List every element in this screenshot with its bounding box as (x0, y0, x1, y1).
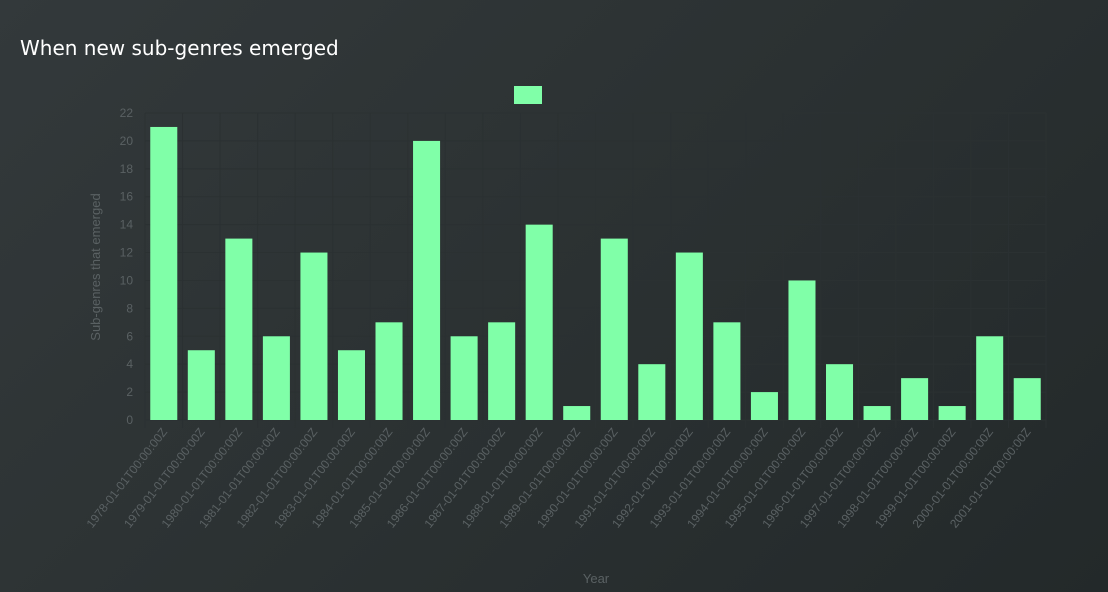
bar-1997[interactable] (863, 406, 891, 420)
bar-1990[interactable] (600, 238, 628, 420)
y-tick-label: 8 (126, 301, 133, 315)
y-tick-labels: 0 2 4 6 8 10 12 14 16 18 20 22 (120, 106, 134, 427)
bar-1983[interactable] (337, 350, 365, 420)
bar-1992[interactable] (675, 252, 703, 420)
bar-1979[interactable] (187, 350, 215, 420)
y-tick-label: 12 (120, 246, 134, 260)
grid-lines (144, 112, 1047, 428)
y-tick-label: 14 (120, 218, 134, 232)
bar-1995[interactable] (788, 280, 816, 420)
bar-1987[interactable] (488, 322, 516, 420)
y-tick-label: 4 (126, 357, 133, 371)
bars (150, 126, 1041, 421)
y-tick-label: 20 (120, 134, 134, 148)
bar-1991[interactable] (638, 364, 666, 420)
bar-2001[interactable] (1013, 378, 1041, 420)
y-tick-label: 22 (120, 106, 134, 120)
bar-1985[interactable] (413, 140, 441, 420)
bar-1981[interactable] (262, 336, 290, 420)
y-tick-label: 10 (120, 273, 134, 287)
bar-1993[interactable] (713, 322, 741, 420)
bar-1988[interactable] (525, 224, 553, 420)
bar-1980[interactable] (225, 238, 253, 420)
bar-2000[interactable] (976, 336, 1004, 420)
bar-1982[interactable] (300, 252, 328, 420)
bar-1994[interactable] (750, 392, 778, 420)
bar-1978[interactable] (150, 126, 178, 421)
y-tick-label: 2 (126, 385, 133, 399)
chart-title: When new sub-genres emerged (20, 36, 339, 60)
bar-1989[interactable] (563, 406, 591, 420)
legend-swatch[interactable] (514, 86, 542, 104)
y-tick-label: 18 (120, 162, 134, 176)
bar-1996[interactable] (826, 364, 854, 420)
y-tick-label: 0 (126, 413, 133, 427)
x-tick-labels: 1978-01-01T00:00:00Z1979-01-01T00:00:00Z… (84, 425, 1034, 530)
y-axis-title: Sub-genres that emerged (88, 193, 103, 340)
bar-1998[interactable] (901, 378, 929, 420)
y-tick-label: 6 (126, 329, 133, 343)
bar-1999[interactable] (938, 406, 966, 420)
bar-1986[interactable] (450, 336, 478, 420)
y-tick-label: 16 (120, 190, 134, 204)
x-axis-title: Year (583, 571, 610, 586)
bar-1984[interactable] (375, 322, 403, 420)
